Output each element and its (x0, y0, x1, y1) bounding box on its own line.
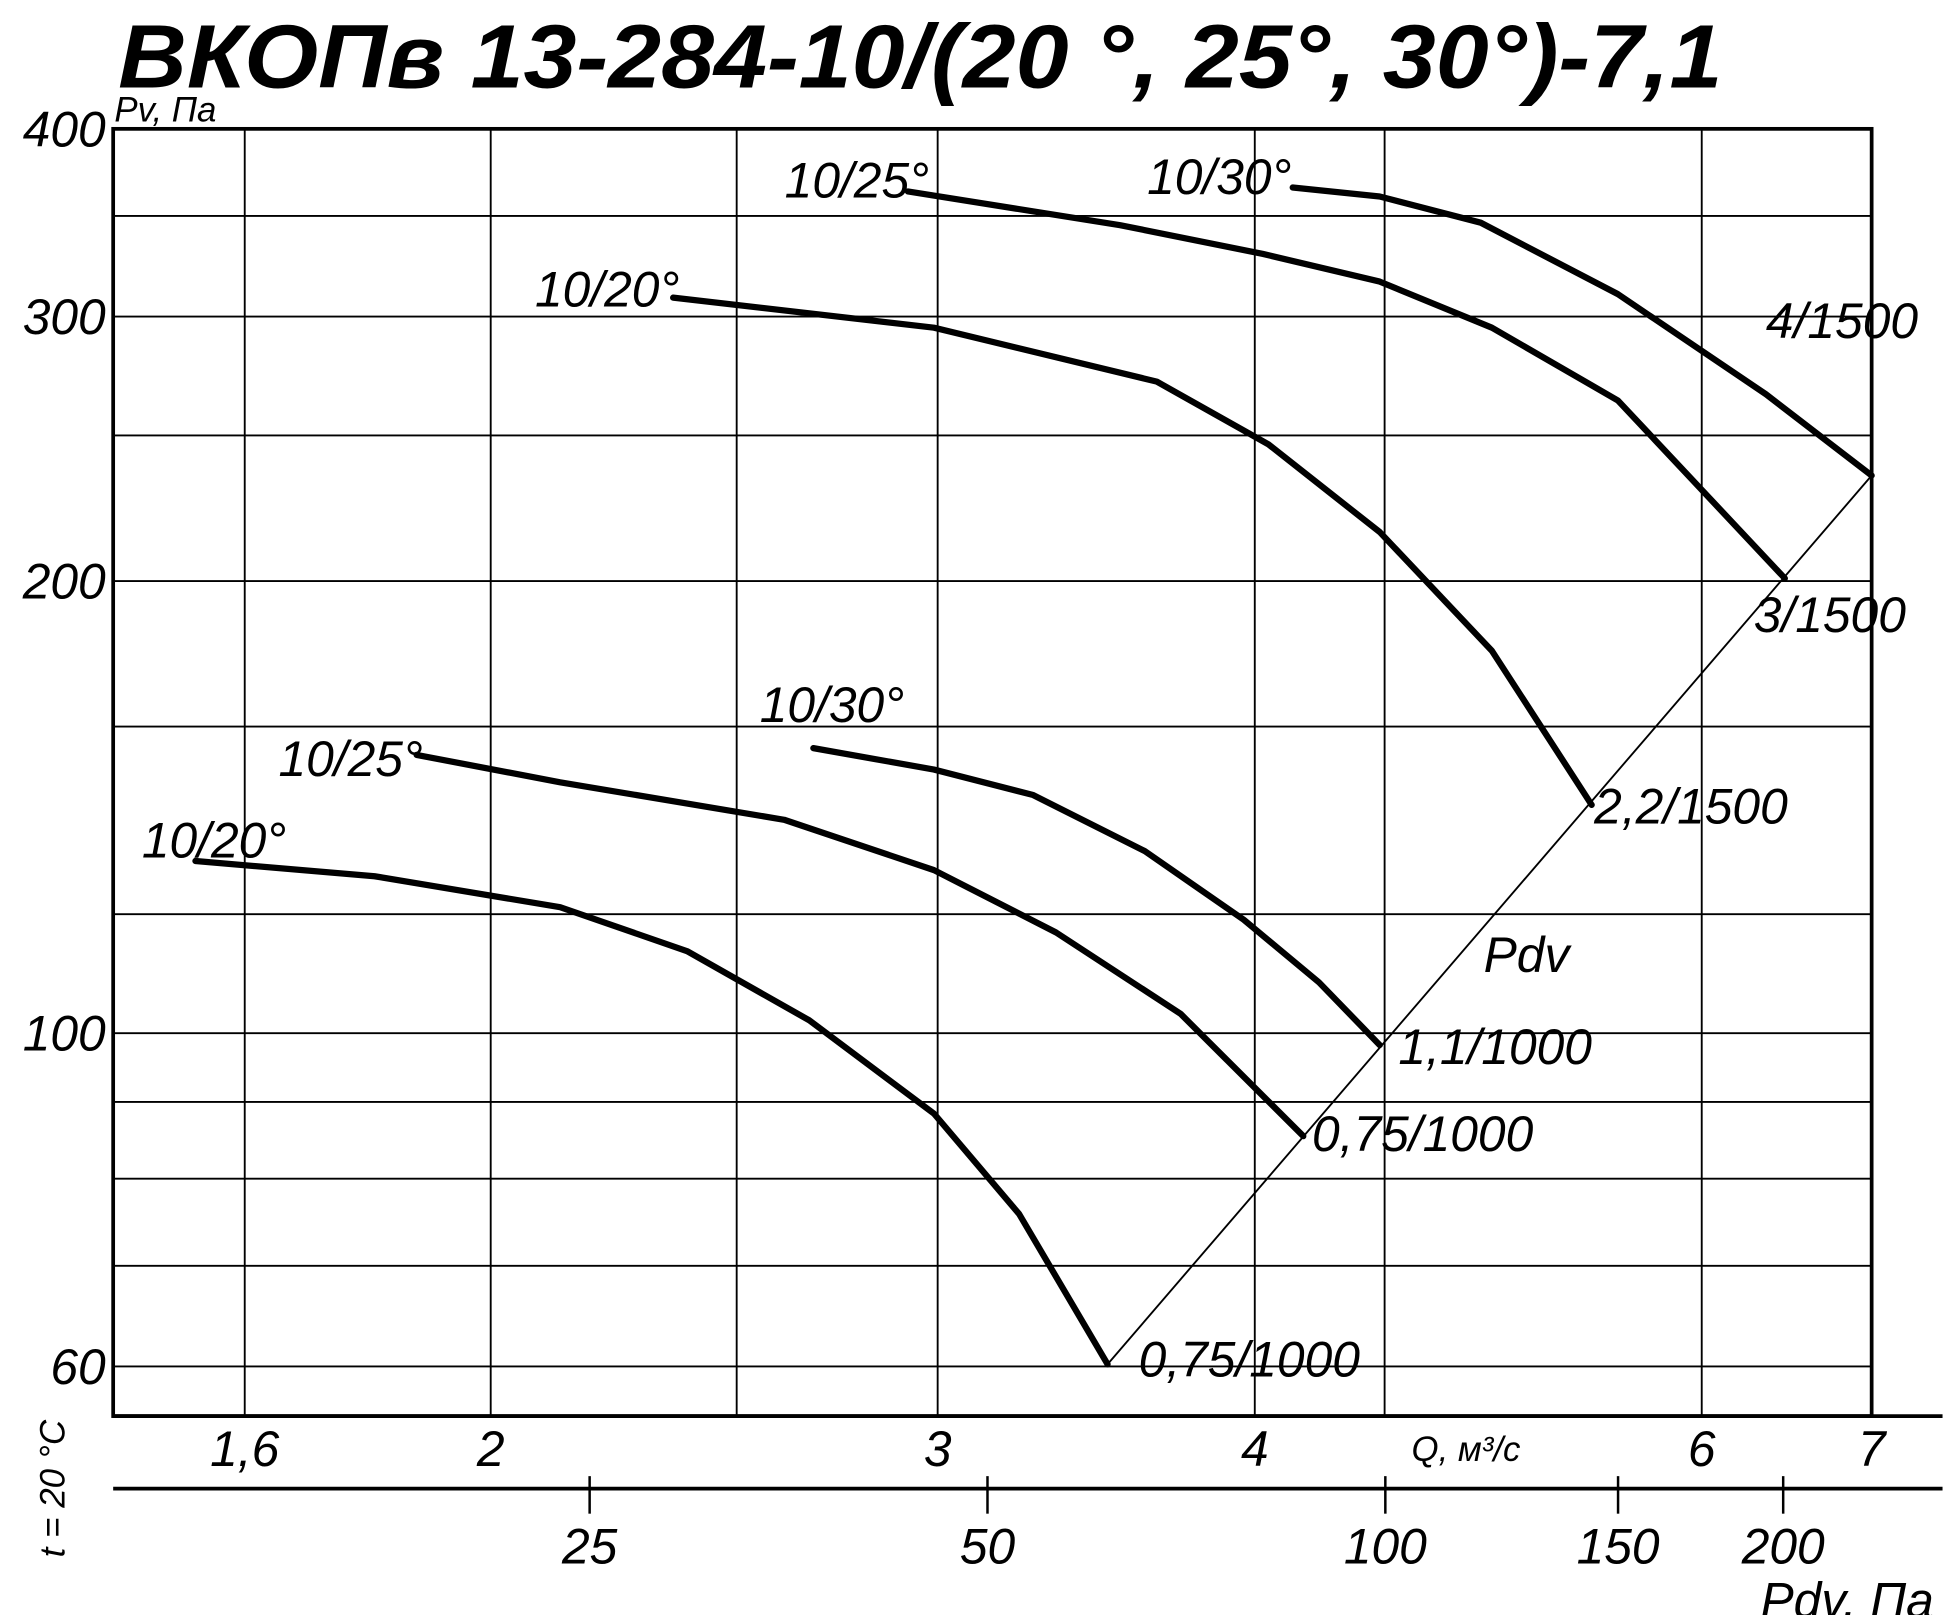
fan-curve (192, 857, 1111, 1368)
curve-end-label: 3/1500 (1754, 587, 1906, 643)
pdv-axis-label: Pdv, Па (1761, 1572, 1934, 1615)
curve-label: 10/30° (1147, 149, 1291, 205)
fan-curve (810, 745, 1383, 1049)
x-tick-label: 4 (1241, 1421, 1269, 1477)
curve-label: 10/25° (278, 731, 422, 787)
y-axis-label: Pv, Па (114, 90, 216, 129)
x-axis-label: Q, м³/с (1412, 1430, 1521, 1469)
curve-end-label: 1,1/1000 (1398, 1019, 1592, 1075)
x-tick-label: 3 (924, 1421, 952, 1477)
fan-curve (1289, 184, 1875, 479)
curve-label: 10/20° (142, 812, 286, 868)
pdv-tick-label: 25 (561, 1519, 618, 1575)
fan-curve (904, 188, 1788, 582)
side-label: t = 20 °С (34, 1419, 73, 1557)
pdv-line-label: Pdv (1484, 927, 1573, 983)
curve-label: 10/30° (760, 677, 904, 733)
pdv-tick-label: 100 (1344, 1519, 1427, 1575)
fan-curve (670, 294, 1595, 809)
y-tick-label: 100 (23, 1006, 106, 1062)
pdv-line (1106, 474, 1873, 1365)
pdv-tick-label: 150 (1577, 1519, 1660, 1575)
curve-label: 10/25° (785, 153, 929, 209)
y-tick-label: 400 (23, 101, 106, 157)
x-tick-label: 2 (476, 1421, 505, 1477)
curve-end-label: 0,75/1000 (1312, 1106, 1533, 1162)
pdv-tick-label: 50 (960, 1519, 1016, 1575)
x-tick-label: 1,6 (210, 1421, 279, 1477)
chart-title: ВКОПв 13-284-10/(20 °, 25°, 30°)-7,1 (118, 7, 1722, 107)
y-tick-label: 300 (23, 289, 106, 345)
y-tick-label: 60 (50, 1339, 106, 1395)
fan-curve (413, 751, 1307, 1140)
curve-end-label: 2,2/1500 (1593, 779, 1788, 835)
curve-end-label: 4/1500 (1766, 293, 1918, 349)
y-tick-label: 200 (22, 553, 106, 609)
x-tick-label: 7 (1858, 1421, 1888, 1477)
curve-end-label: 0,75/1000 (1139, 1332, 1360, 1388)
pdv-tick-label: 200 (1741, 1519, 1825, 1575)
curve-label: 10/20° (535, 261, 679, 317)
x-tick-label: 6 (1688, 1421, 1716, 1477)
